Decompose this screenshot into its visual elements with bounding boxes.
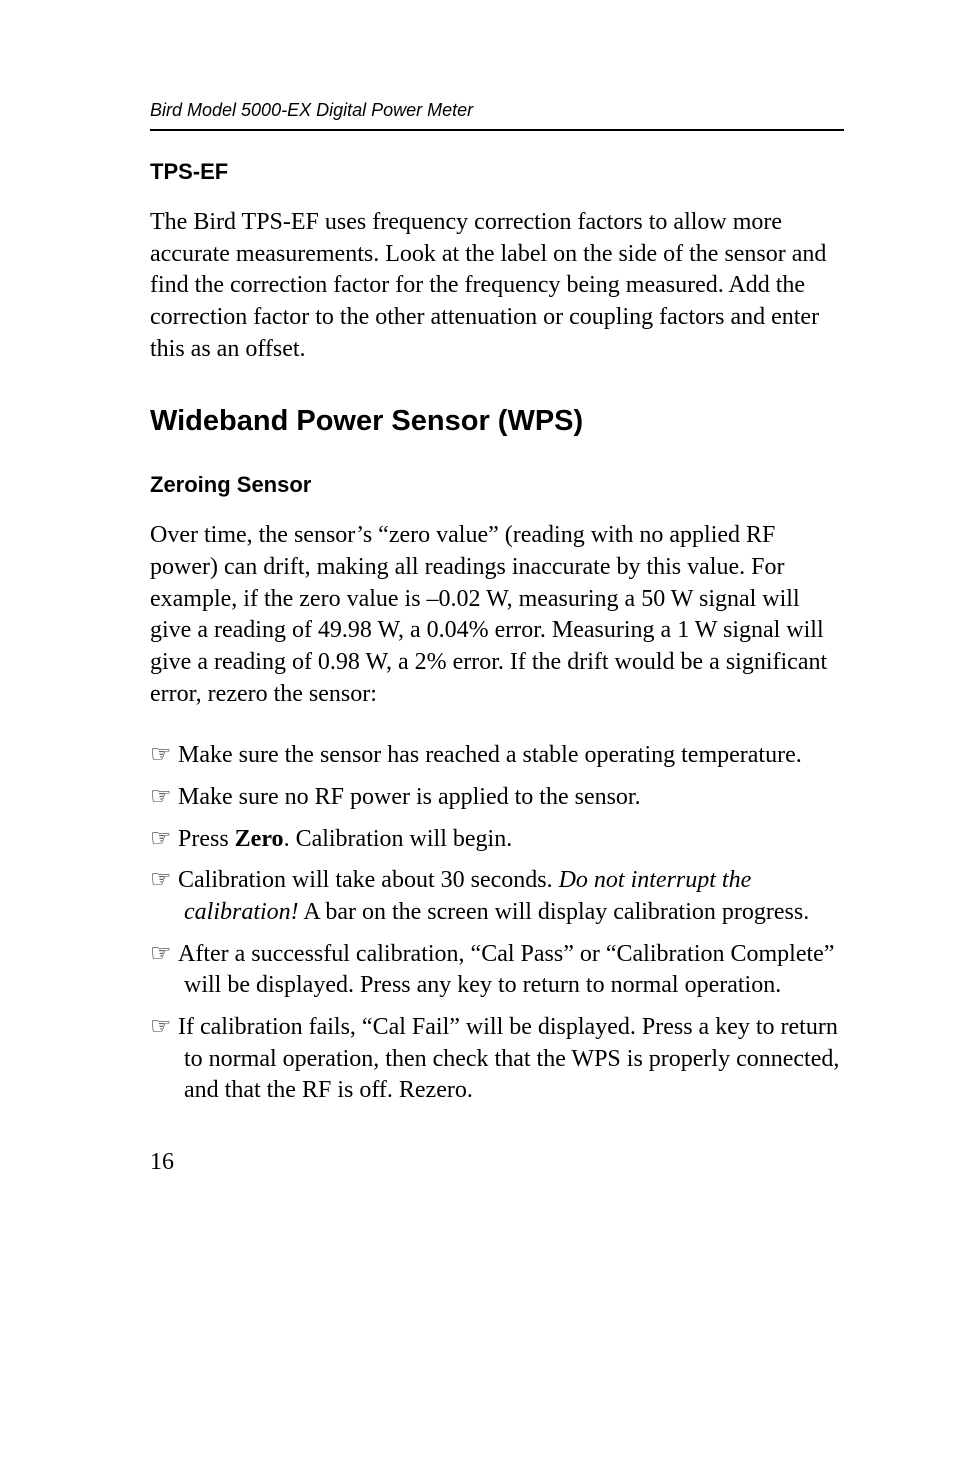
pointing-hand-icon: ☞ — [150, 740, 178, 772]
pointing-hand-icon: ☞ — [150, 824, 178, 856]
list-item-text: After a successful calibration, “Cal Pas… — [178, 941, 834, 999]
pointing-hand-icon: ☞ — [150, 865, 178, 897]
list-item: ☞If calibration fails, “Cal Fail” will b… — [150, 1012, 844, 1107]
section-heading-wps: Wideband Power Sensor (WPS) — [150, 405, 844, 438]
list-item-text: If calibration fails, “Cal Fail” will be… — [178, 1014, 839, 1103]
pointing-hand-icon: ☞ — [150, 1012, 178, 1044]
list-item: ☞Make sure the sensor has reached a stab… — [150, 740, 844, 772]
section-heading-tps-ef: TPS-EF — [150, 159, 844, 185]
running-header: Bird Model 5000-EX Digital Power Meter — [150, 100, 844, 131]
list-item: ☞Make sure no RF power is applied to the… — [150, 782, 844, 814]
list-item: ☞After a successful calibration, “Cal Pa… — [150, 939, 844, 1002]
page: Bird Model 5000-EX Digital Power Meter T… — [0, 0, 954, 1236]
body-paragraph: Over time, the sensor’s “zero value” (re… — [150, 520, 844, 710]
pointing-hand-icon: ☞ — [150, 782, 178, 814]
list-item: ☞Press Zero. Calibration will begin. — [150, 824, 844, 856]
list-item-text: Press Zero. Calibration will begin. — [178, 826, 512, 852]
list-item: ☞Calibration will take about 30 seconds.… — [150, 865, 844, 928]
pointing-hand-icon: ☞ — [150, 939, 178, 971]
list-item-text: Calibration will take about 30 seconds. … — [178, 867, 809, 925]
list-item-text: Make sure no RF power is applied to the … — [178, 784, 641, 810]
step-list: ☞Make sure the sensor has reached a stab… — [150, 740, 844, 1107]
page-number: 16 — [150, 1149, 844, 1176]
list-item-text: Make sure the sensor has reached a stabl… — [178, 742, 802, 768]
body-paragraph: The Bird TPS-EF uses frequency correctio… — [150, 207, 844, 365]
sub-heading-zeroing: Zeroing Sensor — [150, 472, 844, 498]
